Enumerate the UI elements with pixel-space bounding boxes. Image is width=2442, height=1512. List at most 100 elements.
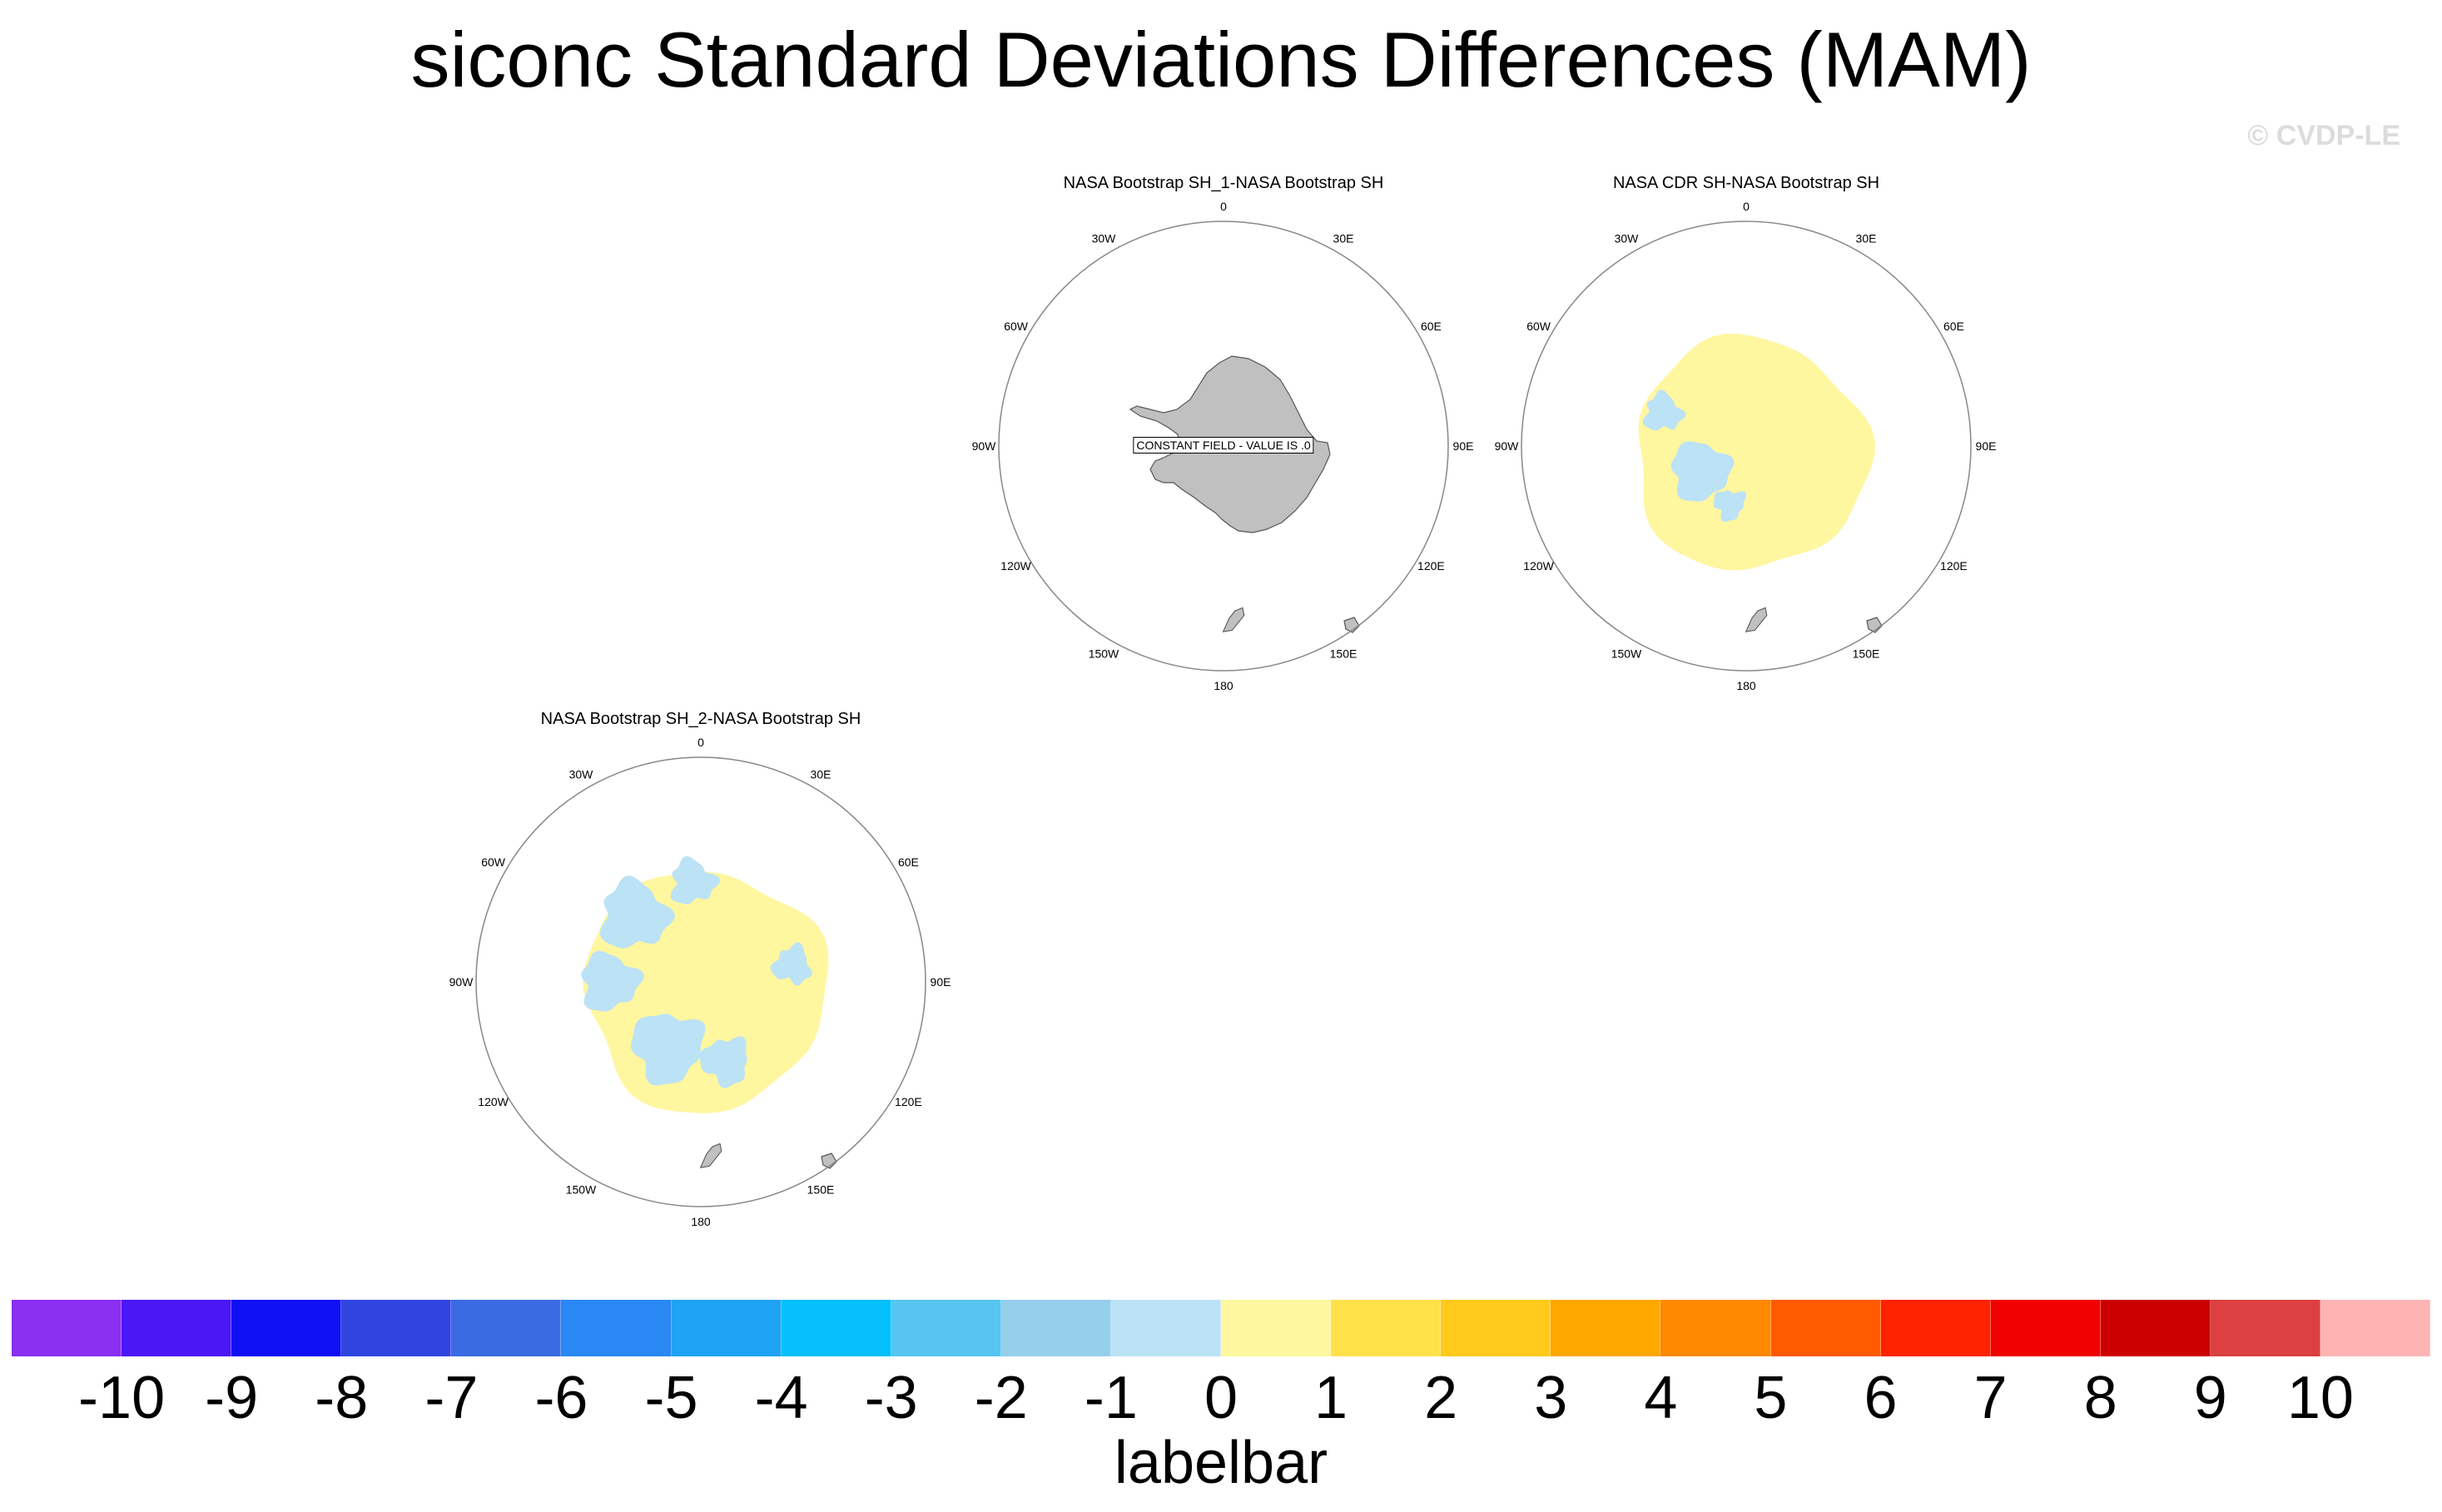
longitude-label: 60W bbox=[1004, 320, 1029, 333]
colorbar-box bbox=[2100, 1300, 2211, 1356]
watermark: © CVDP-LE bbox=[2247, 120, 2400, 151]
colorbar-tick-label: 0 bbox=[1204, 1365, 1238, 1431]
colorbar-tick-label: -4 bbox=[754, 1365, 808, 1431]
south-america-landmass bbox=[1515, 345, 1573, 406]
polar-map: 0 30E 60E 90E 120E 150E 180 150W 120W 90W 60W 30W bbox=[449, 736, 951, 1228]
colorbar-box bbox=[1770, 1300, 1881, 1356]
colorbar-tick-label: 1 bbox=[1314, 1365, 1348, 1431]
south-america-landmass bbox=[469, 880, 528, 942]
polar-map: 0 30E 60E 90E 120E 150E 180 150W 120W 90W 60W 30W bbox=[1495, 200, 1997, 692]
longitude-label: 150W bbox=[1089, 647, 1119, 660]
colorbar-tick-label: 6 bbox=[1864, 1365, 1898, 1431]
longitude-label: 30E bbox=[1856, 232, 1877, 245]
longitude-label: 120W bbox=[1523, 559, 1554, 573]
longitude-label: 0 bbox=[1743, 200, 1750, 213]
colorbar-box bbox=[671, 1300, 782, 1356]
longitude-label: 180 bbox=[1214, 679, 1233, 692]
map-boundary-circle bbox=[1521, 221, 1972, 672]
new-zealand-landmass bbox=[1222, 607, 1245, 632]
sea-ice-field bbox=[1638, 334, 1875, 571]
colorbar-tick-label: -7 bbox=[424, 1365, 479, 1431]
colorbar-tick-label: 4 bbox=[1644, 1365, 1678, 1431]
longitude-label: 120W bbox=[1000, 559, 1031, 573]
colorbar-tick-label: -1 bbox=[1084, 1365, 1138, 1431]
colorbar-box bbox=[781, 1300, 891, 1356]
longitude-label: 150E bbox=[1853, 647, 1880, 660]
longitude-label: 150W bbox=[1611, 647, 1642, 660]
colorbar bbox=[12, 1300, 2431, 1356]
colorbar-box bbox=[451, 1300, 562, 1356]
colorbar-box bbox=[1551, 1300, 1661, 1356]
longitude-label: 60E bbox=[1943, 320, 1964, 333]
longitude-label: 180 bbox=[691, 1215, 711, 1228]
longitude-label: 60W bbox=[1526, 320, 1551, 333]
longitude-label: 90W bbox=[449, 975, 474, 989]
constant-field-label: CONSTANT FIELD - VALUE IS .0 bbox=[1133, 437, 1314, 454]
colorbar-tick-label: -5 bbox=[644, 1365, 698, 1431]
colorbar-box bbox=[12, 1300, 122, 1356]
colorbar-box bbox=[1221, 1300, 1332, 1356]
south-america-landmass bbox=[992, 345, 1050, 406]
longitude-label: 150E bbox=[807, 1182, 835, 1196]
map-panel-sh1: NASA Bootstrap SH_1-NASA Bootstrap SH 0 3… bbox=[965, 173, 1482, 714]
colorbar-box bbox=[1331, 1300, 1442, 1356]
longitude-label: 30W bbox=[1615, 232, 1640, 245]
longitude-label: 30W bbox=[569, 768, 594, 781]
colorbar-box bbox=[2210, 1300, 2320, 1356]
colorbar-box bbox=[1441, 1300, 1551, 1356]
colorbar-tick-label: 2 bbox=[1424, 1365, 1458, 1431]
longitude-label: 120E bbox=[1940, 559, 1968, 573]
colorbar-box bbox=[341, 1300, 452, 1356]
colorbar-box bbox=[1000, 1300, 1111, 1356]
colorbar-box bbox=[891, 1300, 1001, 1356]
colorbar-title: labelbar bbox=[1114, 1430, 1328, 1496]
longitude-label: 90E bbox=[1453, 439, 1474, 453]
longitude-label: 30W bbox=[1092, 232, 1117, 245]
colorbar-tick-label: 8 bbox=[2083, 1365, 2117, 1431]
longitude-label: 150E bbox=[1330, 647, 1357, 660]
longitude-label: 90E bbox=[1976, 439, 1997, 453]
map-panel-sh2: NASA Bootstrap SH_2-NASA Bootstrap SH 0 3… bbox=[443, 709, 959, 1250]
new-zealand-landmass bbox=[1745, 607, 1768, 632]
map-panel-cdr: NASA CDR SH-NASA Bootstrap SH 0 30E 60E 90E… bbox=[1488, 173, 2004, 714]
colorbar-box bbox=[1660, 1300, 1771, 1356]
colorbar-tick-label: 9 bbox=[2193, 1365, 2227, 1431]
colorbar-tick-label: 5 bbox=[1754, 1365, 1788, 1431]
longitude-label: 60E bbox=[1421, 320, 1442, 333]
colorbar-box bbox=[2320, 1300, 2431, 1356]
longitude-label: 120W bbox=[478, 1095, 509, 1108]
colorbar-tick-label: -10 bbox=[78, 1365, 166, 1431]
longitude-label: 150W bbox=[566, 1182, 597, 1196]
colorbar-tick-label: 10 bbox=[2286, 1365, 2354, 1431]
colorbar-tick-label: 3 bbox=[1534, 1365, 1568, 1431]
map-boundary-circle bbox=[998, 221, 1449, 672]
longitude-label: 60E bbox=[898, 855, 919, 869]
panel-title: NASA Bootstrap SH_2-NASA Bootstrap SH bbox=[540, 710, 861, 728]
sea-ice-field bbox=[581, 855, 829, 1113]
panel-title: NASA CDR SH-NASA Bootstrap SH bbox=[1612, 174, 1880, 192]
colorbar-tick-label: -8 bbox=[315, 1365, 369, 1431]
longitude-label: 90W bbox=[1495, 439, 1520, 453]
longitude-label: 120E bbox=[1417, 559, 1445, 573]
colorbar-box bbox=[561, 1300, 672, 1356]
longitude-label: 90W bbox=[972, 439, 997, 453]
longitude-label: 120E bbox=[895, 1095, 922, 1108]
colorbar-box bbox=[1990, 1300, 2101, 1356]
colorbar-tick-label: -2 bbox=[974, 1365, 1028, 1431]
colorbar-tick-label: -9 bbox=[205, 1365, 259, 1431]
longitude-label: 0 bbox=[1220, 200, 1227, 213]
map-boundary-circle bbox=[475, 756, 926, 1207]
longitude-label: 30E bbox=[811, 768, 831, 781]
longitude-label: 30E bbox=[1333, 232, 1354, 245]
longitude-label: 0 bbox=[697, 736, 704, 749]
colorbar-box bbox=[122, 1300, 232, 1356]
longitude-label: 60W bbox=[481, 855, 506, 869]
colorbar-box bbox=[231, 1300, 342, 1356]
longitude-label: 90E bbox=[931, 975, 951, 989]
colorbar-box bbox=[1110, 1300, 1222, 1356]
colorbar-tick-label: -3 bbox=[864, 1365, 918, 1431]
colorbar-box bbox=[1880, 1300, 1991, 1356]
new-zealand-landmass bbox=[699, 1143, 722, 1168]
colorbar-tick-label: -6 bbox=[534, 1365, 588, 1431]
colorbar-tick-label: 7 bbox=[1973, 1365, 2008, 1431]
